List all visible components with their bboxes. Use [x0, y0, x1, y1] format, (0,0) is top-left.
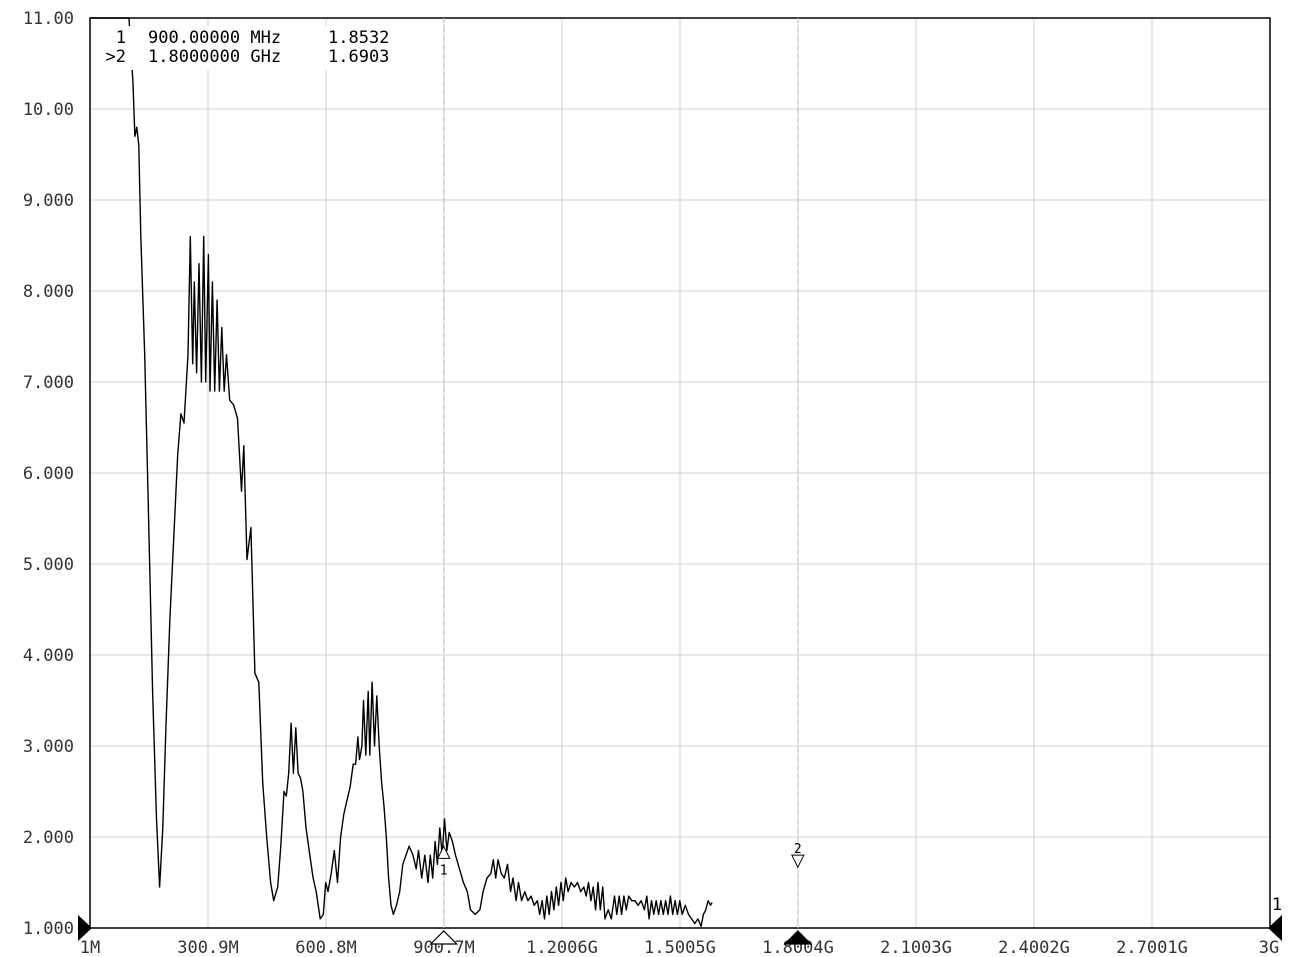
x-tick-label: 1.5005G — [644, 938, 716, 957]
y-tick-label: 4.000 — [23, 646, 74, 666]
plot-frame — [89, 17, 1271, 929]
x-tick-label: 1M — [80, 938, 100, 957]
x-tick-labels: 1M 300.9M 600.8M 900.7M 1.2006G 1.5005G 1.8004… — [80, 938, 1279, 957]
y-tick-label: 8.000 — [23, 282, 74, 302]
y-tick-label: 9.000 — [23, 191, 74, 211]
right-reference-arrow — [1268, 915, 1282, 941]
marker-2-triangle — [791, 854, 805, 869]
marker-1-label: 1 — [440, 863, 448, 878]
x-tick-label: 2.7001G — [1116, 938, 1188, 957]
marker-table-bg — [96, 26, 426, 70]
x-tick-label: 300.9M — [177, 938, 238, 957]
y-tick-label: 11.00 — [23, 9, 74, 29]
right-reference-label: 1 — [1272, 895, 1282, 915]
x-tick-label: 3G — [1259, 938, 1279, 957]
left-reference-arrow — [78, 915, 92, 941]
y-tick-label: 1.000 — [23, 919, 74, 939]
y-tick-label: 2.000 — [23, 828, 74, 848]
y-tick-label: 7.000 — [23, 373, 74, 393]
x-tick-label: 2.4002G — [998, 938, 1070, 957]
x-tick-label: 1.2006G — [526, 938, 598, 957]
x-tick-label: 900.7M — [413, 938, 474, 957]
marker-table-id-2: >2 — [106, 47, 126, 67]
y-tick-label: 10.00 — [23, 100, 74, 120]
x-tick-label: 2.1003G — [880, 938, 952, 957]
marker-2-label: 2 — [794, 842, 802, 857]
marker-ref-lines — [443, 18, 799, 928]
data-series-line — [90, 17, 713, 927]
y-tick-labels: 11.00 10.00 9.000 8.000 7.000 6.000 5.000 4.000… — [23, 9, 74, 939]
marker-table-freq-1: 900.00000 MHz — [148, 28, 281, 48]
y-tick-label: 3.000 — [23, 737, 74, 757]
y-tick-label: 6.000 — [23, 464, 74, 484]
axis-markers: 1 — [78, 895, 1282, 945]
marker-table-id-1: 1 — [116, 28, 126, 48]
marker-table: 1 900.00000 MHz 1.8532 >2 1.8000000 GHz … — [96, 26, 426, 70]
marker-1-triangle — [436, 845, 451, 859]
marker-table-value-1: 1.8532 — [328, 28, 389, 48]
x-tick-label: 1.8004G — [762, 938, 834, 957]
y-tick-label: 5.000 — [23, 555, 74, 575]
marker-glyphs: 12 — [436, 842, 805, 878]
x-axis-marker-2 — [783, 930, 813, 945]
marker-table-freq-2: 1.8000000 GHz — [148, 47, 281, 67]
x-tick-label: 600.8M — [295, 938, 356, 957]
marker-table-value-2: 1.6903 — [328, 47, 389, 67]
x-axis-marker-1 — [429, 930, 459, 945]
grid — [90, 18, 1270, 928]
